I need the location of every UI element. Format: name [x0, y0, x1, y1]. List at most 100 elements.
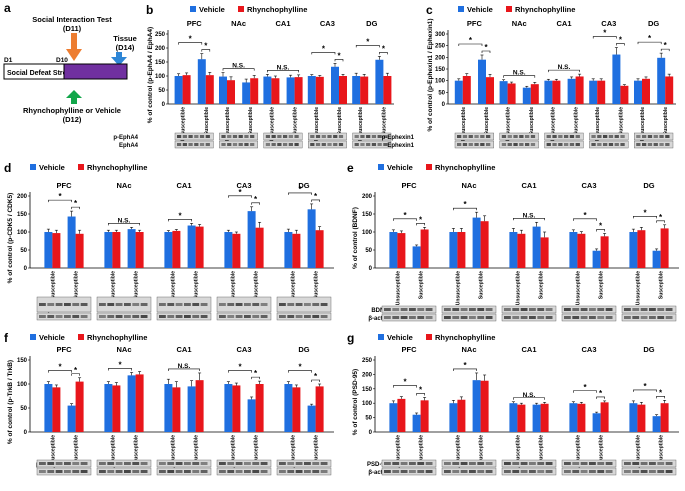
- group-label: Unsusceptible: [575, 435, 581, 469]
- bar-rhyncho: [172, 387, 181, 432]
- significance-bracket-label: *: [583, 383, 587, 392]
- blot-band: [384, 316, 391, 319]
- bar-vehicle: [412, 414, 421, 432]
- bar-vehicle: [569, 232, 578, 268]
- blot-band: [409, 308, 416, 311]
- bar-vehicle: [187, 386, 196, 432]
- group-label: Unsusceptible: [110, 271, 116, 305]
- group-label: Susceptible: [314, 435, 320, 463]
- blot-band: [199, 135, 205, 138]
- blot-band: [537, 316, 545, 319]
- y-tick-label: 100: [362, 401, 373, 407]
- blot-band: [597, 316, 605, 319]
- blot-band: [558, 135, 563, 138]
- blot-band: [238, 143, 243, 146]
- bar-rhyncho: [660, 228, 669, 268]
- bar-rhyncho: [255, 227, 264, 268]
- legend-rhyncho-swatch: [426, 164, 432, 170]
- drug-label: Rhynchophylline or Vehicle: [23, 106, 121, 115]
- region-title: PFC: [187, 19, 203, 28]
- blot-band: [200, 462, 208, 465]
- panel-letter: f: [4, 331, 9, 345]
- blot-band: [640, 462, 648, 465]
- group-label: Unsusceptible: [635, 435, 641, 469]
- legend-vehicle-swatch: [458, 6, 464, 12]
- chart-panel-b: b Vehicle Rhynchophylline % of control (p-E…: [113, 3, 394, 149]
- blot-band: [400, 316, 408, 319]
- blot-band: [589, 316, 596, 319]
- blot-band: [279, 303, 286, 306]
- bar-rhyncho: [360, 76, 369, 104]
- blot-band: [140, 315, 148, 318]
- significance-bracket: [416, 393, 425, 396]
- significance-bracket: [334, 59, 344, 62]
- bar-rhyncho: [637, 230, 646, 268]
- region-title: CA3: [236, 345, 251, 354]
- significance-bracket-label: *: [118, 360, 122, 369]
- significance-bracket-label: *: [469, 36, 473, 45]
- bar-rhyncho: [112, 385, 121, 432]
- bar-vehicle: [478, 59, 486, 104]
- bar-rhyncho: [457, 232, 466, 268]
- blot-band: [371, 135, 377, 138]
- blot-band: [64, 470, 71, 473]
- bar-vehicle: [472, 380, 481, 432]
- blot-band: [277, 135, 282, 138]
- bar-rhyncho: [315, 230, 324, 268]
- region-title: DG: [366, 19, 377, 28]
- blot-band: [55, 303, 63, 306]
- legend: Vehicle Rhynchophylline: [378, 333, 495, 342]
- group-label: Unsusceptible: [461, 107, 467, 141]
- group-label: Unsusceptible: [395, 271, 401, 305]
- blot-label: β-actin: [368, 316, 388, 322]
- blot-band: [485, 308, 493, 311]
- panel-letter: b: [146, 3, 153, 17]
- bar-vehicle: [44, 232, 53, 268]
- group-label: Susceptible: [248, 107, 254, 135]
- bar-rhyncho: [420, 229, 429, 268]
- region-group-ca1: CA1 Unsusceptible Susceptible N.S.: [544, 19, 584, 141]
- day1-label: D1: [4, 57, 13, 64]
- blot-band: [665, 470, 673, 473]
- blot-band: [569, 135, 575, 138]
- y-tick-label: 0: [24, 430, 28, 436]
- group-label: Susceptible: [574, 107, 580, 135]
- ns-bracket: [267, 70, 299, 73]
- significance-bracket: [48, 370, 72, 373]
- significance-bracket-label: *: [314, 192, 318, 201]
- bar-vehicle: [67, 216, 76, 268]
- group-label: Unsusceptible: [640, 107, 646, 141]
- bar-vehicle: [454, 80, 463, 104]
- region-group-pfc: PFC Unsusceptible Susceptible * *: [44, 181, 84, 305]
- blot-band: [552, 135, 557, 138]
- region-group-ca3: CA3 Unsusceptible Susceptible * *: [307, 19, 347, 141]
- group-label: Unsusceptible: [230, 271, 236, 305]
- region-group-ca3: CA3 Unsusceptible Susceptible * *: [569, 345, 609, 469]
- y-tick-label: 50: [365, 416, 372, 422]
- blot-band: [636, 143, 641, 146]
- blot-band: [597, 462, 605, 465]
- blot-band: [480, 135, 485, 138]
- blot-band: [99, 470, 106, 473]
- region-title: CA3: [581, 345, 596, 354]
- bar-vehicle: [197, 59, 206, 104]
- region-group-nac: NAc Unsusceptible Susceptible N.S.: [219, 19, 259, 141]
- significance-bracket: [71, 373, 80, 376]
- y-tick-label: 200: [362, 194, 373, 200]
- group-label: Susceptible: [529, 107, 535, 135]
- group-label: Susceptible: [204, 107, 210, 135]
- group-label: Susceptible: [381, 107, 387, 135]
- y-tick-label: 200: [155, 46, 166, 52]
- blot-band: [366, 143, 371, 146]
- blot-band: [485, 316, 493, 319]
- legend-rhyncho-swatch: [426, 334, 432, 340]
- y-tick-label: 200: [362, 372, 373, 378]
- significance-bracket-label: *: [643, 208, 647, 217]
- blot-band: [271, 135, 276, 138]
- blot-band: [99, 303, 106, 306]
- blot-band: [546, 135, 551, 138]
- blot-band: [320, 462, 328, 465]
- group-label: Susceptible: [74, 435, 80, 463]
- blot-band: [39, 462, 46, 465]
- blot-band: [580, 470, 588, 473]
